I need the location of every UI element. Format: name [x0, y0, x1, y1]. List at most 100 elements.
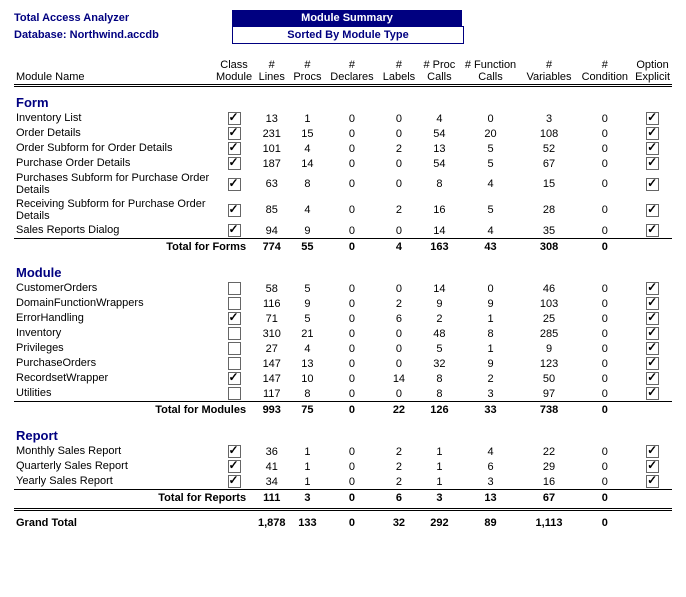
group-total: Total for Reports111306313670 — [14, 490, 672, 510]
class-module-cell — [214, 126, 254, 141]
checkbox-icon — [228, 372, 241, 385]
condition-cell: 0 — [577, 386, 634, 402]
lines-cell: 187 — [254, 156, 289, 171]
declares-cell: 0 — [325, 281, 378, 296]
option-explicit-cell — [633, 197, 672, 223]
variables-cell: 22 — [522, 444, 577, 459]
procs-cell: 8 — [289, 386, 325, 402]
proc-calls-cell: 14 — [419, 223, 459, 239]
declares-cell: 0 — [325, 459, 378, 474]
condition-cell: 0 — [577, 311, 634, 326]
func-calls-cell: 4 — [459, 223, 521, 239]
labels-cell: 0 — [379, 356, 420, 371]
declares-cell: 0 — [325, 141, 378, 156]
class-module-cell — [214, 281, 254, 296]
checkbox-icon — [646, 224, 659, 237]
func-calls-cell: 0 — [459, 111, 521, 126]
condition-cell: 0 — [577, 459, 634, 474]
product-name: Total Access Analyzer — [14, 12, 232, 24]
col-declares: #Declares — [325, 58, 378, 86]
variables-cell: 50 — [522, 371, 577, 386]
table-row: Privileges274005190 — [14, 341, 672, 356]
labels-cell: 0 — [379, 386, 420, 402]
class-module-cell — [214, 223, 254, 239]
checkbox-icon — [646, 460, 659, 473]
variables-cell: 46 — [522, 281, 577, 296]
proc-calls-cell: 2 — [419, 311, 459, 326]
module-name: Privileges — [14, 341, 214, 356]
func-calls-cell: 3 — [459, 386, 521, 402]
option-explicit-cell — [633, 223, 672, 239]
func-calls-cell: 3 — [459, 474, 521, 490]
checkbox-icon — [228, 445, 241, 458]
condition-cell: 0 — [577, 356, 634, 371]
lines-cell: 310 — [254, 326, 289, 341]
checkbox-icon — [646, 178, 659, 191]
class-module-cell — [214, 326, 254, 341]
lines-cell: 34 — [254, 474, 289, 490]
checkbox-icon — [228, 204, 241, 217]
declares-cell: 0 — [325, 311, 378, 326]
declares-cell: 0 — [325, 341, 378, 356]
group-header: Form — [14, 86, 672, 112]
lines-cell: 13 — [254, 111, 289, 126]
checkbox-icon — [646, 372, 659, 385]
checkbox-icon — [646, 445, 659, 458]
option-explicit-cell — [633, 296, 672, 311]
declares-cell: 0 — [325, 326, 378, 341]
checkbox-icon — [646, 387, 659, 400]
class-module-cell — [214, 356, 254, 371]
report-title: Module Summary — [232, 10, 462, 26]
func-calls-cell: 1 — [459, 341, 521, 356]
condition-cell: 0 — [577, 171, 634, 197]
table-row: PurchaseOrders14713003291230 — [14, 356, 672, 371]
module-name: Sales Reports Dialog — [14, 223, 214, 239]
class-module-cell — [214, 141, 254, 156]
class-module-cell — [214, 474, 254, 490]
proc-calls-cell: 1 — [419, 444, 459, 459]
lines-cell: 85 — [254, 197, 289, 223]
col-lines: #Lines — [254, 58, 289, 86]
checkbox-icon — [228, 127, 241, 140]
func-calls-cell: 1 — [459, 311, 521, 326]
col-option-explicit: OptionExplicit — [633, 58, 672, 86]
proc-calls-cell: 16 — [419, 197, 459, 223]
proc-calls-cell: 5 — [419, 341, 459, 356]
func-calls-cell: 6 — [459, 459, 521, 474]
class-module-cell — [214, 459, 254, 474]
class-module-cell — [214, 341, 254, 356]
labels-cell: 0 — [379, 326, 420, 341]
report-subtitle: Sorted By Module Type — [232, 26, 464, 44]
procs-cell: 1 — [289, 474, 325, 490]
col-proc-calls: # ProcCalls — [419, 58, 459, 86]
lines-cell: 147 — [254, 371, 289, 386]
lines-cell: 94 — [254, 223, 289, 239]
condition-cell: 0 — [577, 197, 634, 223]
declares-cell: 0 — [325, 156, 378, 171]
checkbox-icon — [228, 157, 241, 170]
lines-cell: 231 — [254, 126, 289, 141]
option-explicit-cell — [633, 141, 672, 156]
module-name: CustomerOrders — [14, 281, 214, 296]
option-explicit-cell — [633, 356, 672, 371]
declares-cell: 0 — [325, 296, 378, 311]
table-row: Order Subform for Order Details101402135… — [14, 141, 672, 156]
table-row: Receiving Subform for Purchase Order Det… — [14, 197, 672, 223]
option-explicit-cell — [633, 474, 672, 490]
func-calls-cell: 9 — [459, 356, 521, 371]
col-procs: #Procs — [289, 58, 325, 86]
module-name: Receiving Subform for Purchase Order Det… — [14, 197, 214, 223]
col-class-module: ClassModule — [214, 58, 254, 86]
checkbox-icon — [646, 357, 659, 370]
table-row: RecordsetWrapper1471001482500 — [14, 371, 672, 386]
proc-calls-cell: 1 — [419, 474, 459, 490]
class-module-cell — [214, 111, 254, 126]
labels-cell: 2 — [379, 296, 420, 311]
lines-cell: 147 — [254, 356, 289, 371]
table-row: Purchases Subform for Purchase Order Det… — [14, 171, 672, 197]
module-name: PurchaseOrders — [14, 356, 214, 371]
variables-cell: 29 — [522, 459, 577, 474]
checkbox-icon — [646, 127, 659, 140]
variables-cell: 67 — [522, 156, 577, 171]
condition-cell: 0 — [577, 223, 634, 239]
